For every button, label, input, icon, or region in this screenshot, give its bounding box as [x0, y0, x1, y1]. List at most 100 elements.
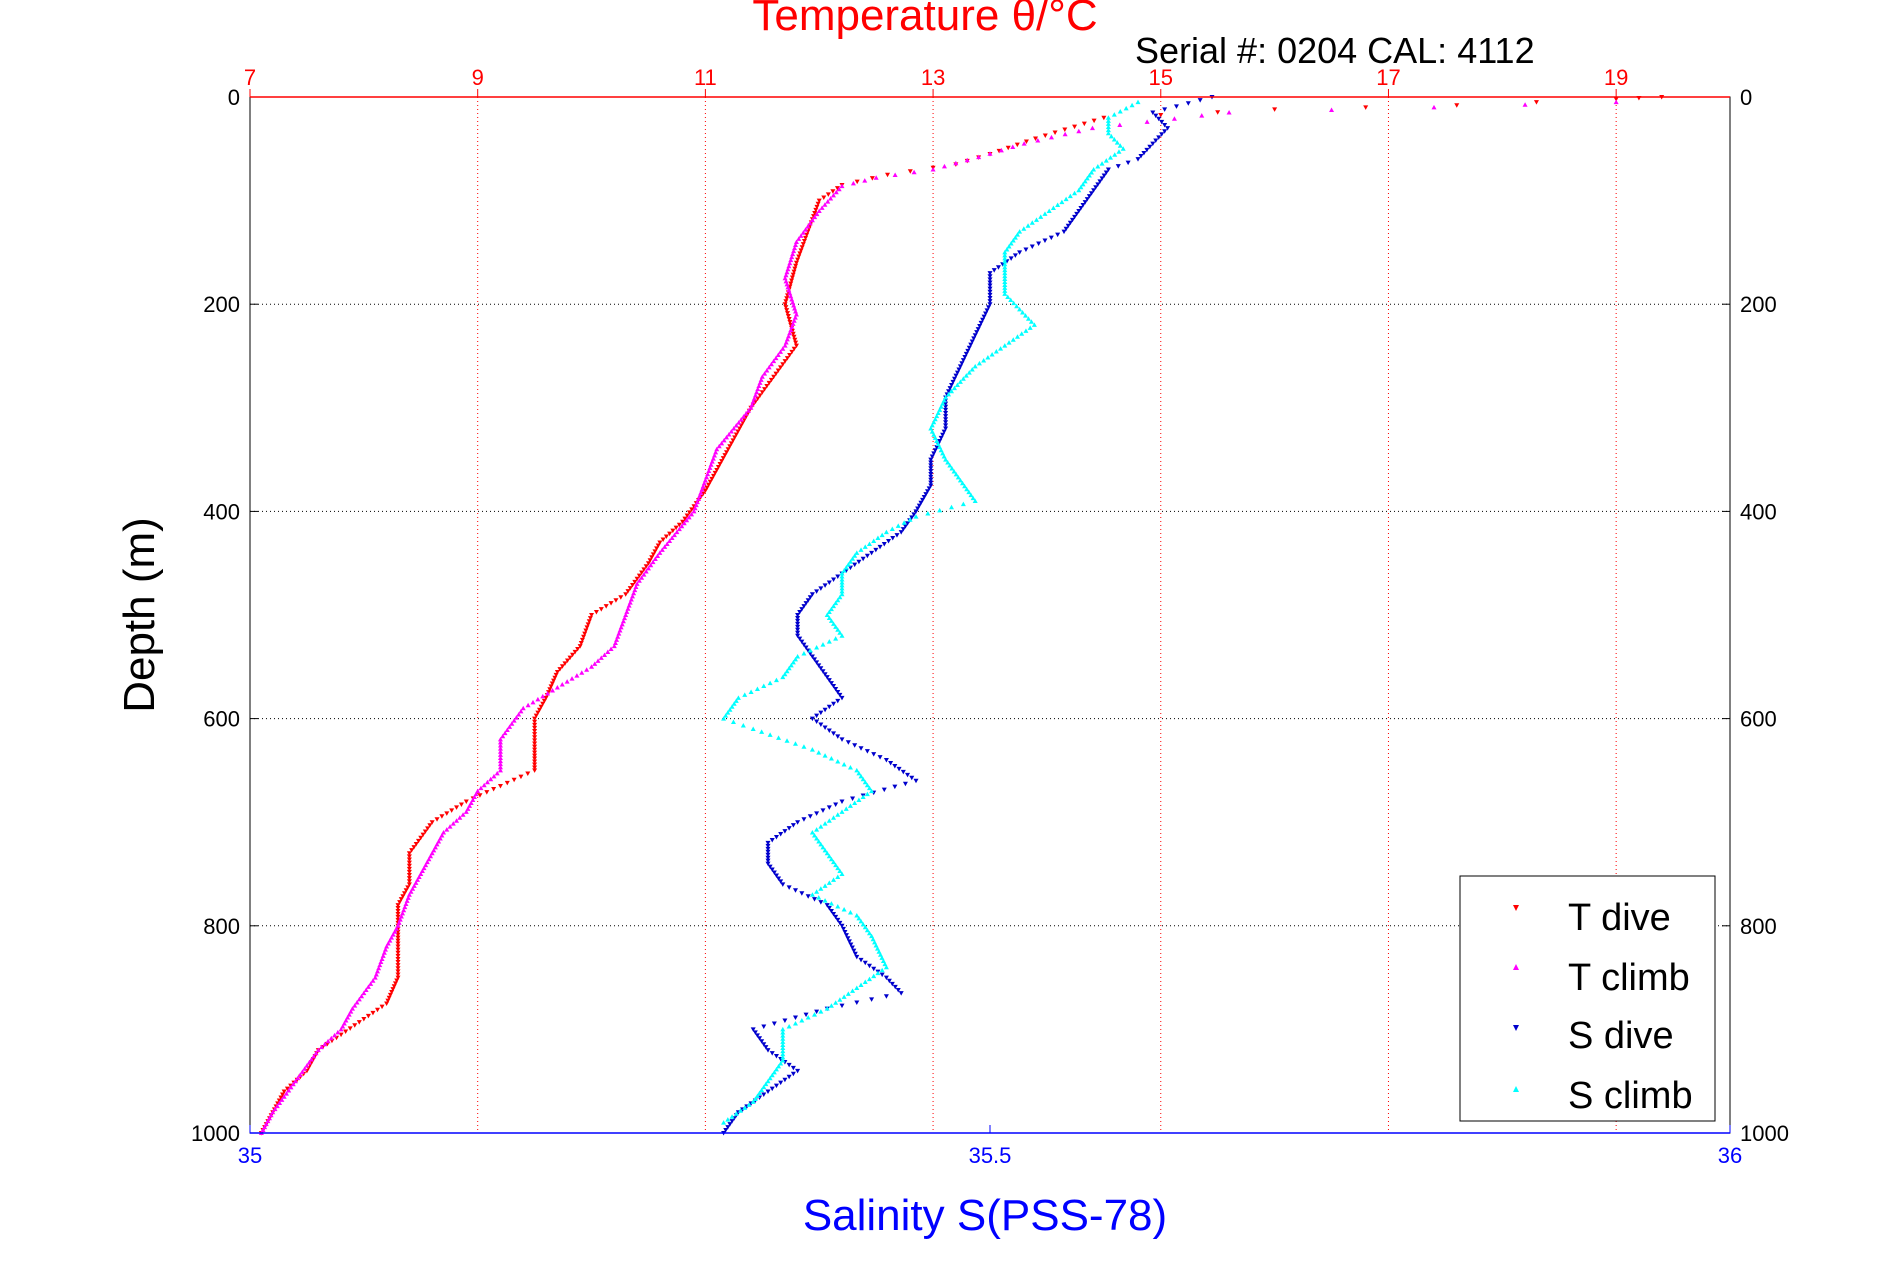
data-point	[1012, 235, 1018, 240]
data-point	[1226, 110, 1232, 115]
data-point	[497, 767, 503, 773]
data-point	[477, 793, 483, 798]
data-point	[411, 845, 417, 850]
data-point	[728, 441, 734, 446]
data-point	[513, 715, 519, 720]
data-point	[791, 346, 797, 352]
data-point	[532, 747, 538, 753]
data-point	[647, 558, 653, 563]
data-point	[579, 637, 585, 643]
data-point	[807, 595, 813, 600]
data-point	[886, 539, 892, 544]
data-point	[737, 426, 743, 432]
data-point	[835, 627, 841, 632]
data-point	[824, 850, 830, 856]
data-point	[649, 555, 655, 560]
data-point	[837, 692, 843, 698]
data-point	[814, 204, 820, 210]
data-point	[822, 672, 828, 677]
data-point	[288, 1084, 294, 1090]
data-point	[828, 909, 834, 914]
data-point	[1019, 331, 1025, 336]
data-point	[929, 429, 935, 434]
data-point	[792, 1020, 798, 1026]
data-point	[934, 445, 940, 450]
data-point	[835, 812, 841, 817]
data-point	[837, 997, 843, 1002]
data-point	[784, 668, 790, 674]
data-point	[418, 871, 424, 876]
data-point	[835, 904, 841, 909]
data-point	[497, 749, 503, 754]
data-point	[1150, 141, 1156, 147]
data-point	[787, 260, 793, 266]
data-point	[960, 376, 966, 381]
data-point	[869, 550, 875, 556]
data-point	[494, 770, 500, 776]
data-point	[800, 230, 806, 235]
data-point	[814, 827, 820, 832]
data-point	[1023, 313, 1029, 318]
data-point	[895, 988, 901, 993]
data-point	[854, 985, 860, 990]
data-point	[778, 365, 784, 370]
data-point	[1091, 118, 1097, 124]
data-point	[557, 667, 563, 672]
data-point	[386, 995, 392, 1001]
data-point	[504, 727, 510, 732]
data-point	[723, 713, 729, 718]
data-point	[533, 713, 539, 719]
temperature-tick-label: 9	[472, 65, 484, 90]
data-point	[792, 266, 798, 272]
data-point	[634, 576, 640, 582]
data-point	[460, 812, 466, 817]
data-point	[655, 543, 661, 548]
data-point	[809, 716, 815, 722]
data-point	[311, 1053, 317, 1059]
data-point	[932, 416, 938, 422]
data-point	[771, 1021, 777, 1026]
data-point	[984, 308, 990, 313]
data-point	[837, 594, 843, 600]
data-point	[691, 508, 697, 514]
data-point	[567, 655, 573, 661]
data-point	[1010, 238, 1016, 243]
data-point	[881, 787, 887, 793]
data-point	[1150, 110, 1156, 116]
data-point	[738, 1108, 744, 1113]
data-point	[1613, 99, 1619, 105]
data-point	[839, 591, 845, 597]
data-point	[1055, 232, 1061, 238]
data-point	[847, 565, 853, 571]
data-point	[839, 574, 845, 579]
depth-tick-label-left: 400	[203, 499, 240, 524]
data-point	[1042, 238, 1048, 244]
data-point	[839, 576, 845, 582]
data-point	[900, 769, 906, 775]
data-point	[911, 512, 917, 517]
data-point	[786, 885, 792, 890]
data-point	[500, 733, 506, 739]
data-point	[839, 695, 845, 701]
data-point	[262, 1124, 268, 1130]
data-point	[955, 474, 961, 480]
data-point	[951, 376, 957, 382]
data-point	[786, 1062, 792, 1068]
data-point	[940, 401, 946, 406]
data-point	[780, 1026, 786, 1032]
data-point	[267, 1115, 273, 1121]
data-point	[1105, 121, 1111, 126]
data-point	[947, 386, 953, 391]
data-point	[540, 693, 546, 699]
data-point	[765, 858, 771, 864]
data-point	[757, 393, 763, 398]
data-point	[825, 192, 831, 197]
data-point	[727, 707, 733, 712]
data-point	[795, 613, 801, 618]
data-point	[977, 323, 983, 329]
data-point	[1171, 116, 1177, 121]
data-point	[1115, 164, 1121, 169]
data-point	[535, 710, 541, 716]
data-point	[765, 855, 771, 861]
